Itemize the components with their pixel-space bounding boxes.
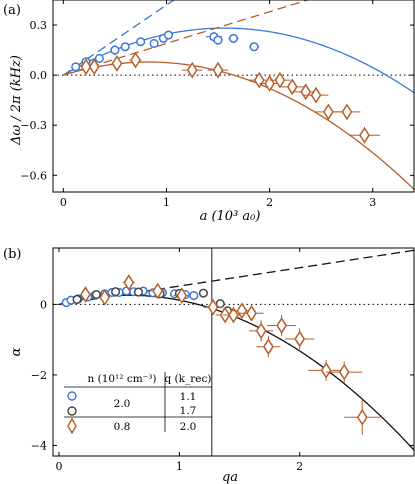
panel-b-point-gray-circle [111,287,121,297]
panel-a-point-blue-circle [94,53,104,63]
panel-b-xlabel: qa [222,470,238,484]
panel-a: (a) a (10³ a₀) Δω / 2π (kHz) [3,0,415,224]
panel-a-ytick-label: −0.6 [20,169,47,182]
panel-b: (b) qa α n (10¹² cm⁻³) q (k_rec) 2.0 0.8… [3,247,415,484]
panel-a-xtick-label: 2 [266,196,273,209]
panel-a-frame [52,0,415,193]
panel-b-frame [52,247,415,457]
legend-header-n: n (10¹² cm⁻³) [88,373,157,385]
panel-b-ytick-label: −2 [31,369,47,382]
panel-a-point-brown-diamond [80,58,92,76]
panel-b-point-blue-circle [189,291,199,301]
panel-b-label: (b) [3,247,21,262]
panel-a-xtick-label: 3 [369,196,376,209]
panel-b-point-brown-diamond [150,282,165,300]
panel-a-point-blue-circle [248,42,260,52]
panel-b-point-brown-diamond [239,304,264,322]
panel-b-point-brown-diamond [222,306,245,324]
panel-a-curve-dashed-brown [63,0,310,76]
panel-b-point-brown-diamond [173,287,191,304]
panel-a-point-blue-circle [71,62,81,72]
panel-b-point-brown-diamond [122,274,135,291]
panel-b-xtick-label: 1 [176,460,183,473]
panel-a-ytick-label: 0.0 [30,69,48,82]
legend-n-brown: 0.8 [114,421,131,433]
panel-a-point-brown-diamond [279,78,305,96]
legend-black-marker [67,406,77,416]
panel-b-point-gray-circle [72,294,82,305]
panel-a-ylabel: Δω / 2π (kHz) [9,55,24,146]
panel-a-point-brown-diamond [111,55,123,72]
panel-a-xlabel: a (10³ a₀) [200,209,261,224]
panel-b-ylabel: α [9,347,24,356]
legend-n-blue-black: 2.0 [114,398,131,410]
panel-a-point-blue-circle [149,38,159,48]
panel-a-point-brown-diamond [303,86,329,104]
panel-a-curve-solid-brown [63,61,414,190]
panel-a-point-blue-circle [120,42,130,52]
panel-a-xtick-label: 0 [60,196,67,209]
panel-a-point-blue-circle [213,35,223,45]
panel-a-point-brown-diamond [129,51,142,69]
panel-b-point-brown-diamond [249,320,274,342]
panel-b-point-brown-diamond [285,328,315,350]
panel-b-ytick-label: −4 [31,439,47,452]
panel-b-point-brown-diamond [256,336,281,358]
legend-header-q: q (k_rec) [165,373,212,385]
panel-b-point-gray-circle [91,289,101,300]
panel-b-point-brown-diamond [203,298,223,316]
panel-a-point-brown-diamond [333,103,361,121]
legend-q-brown: 2.0 [180,421,197,433]
panel-b-point-brown-diamond [326,361,363,383]
legend-brown-marker [67,417,77,435]
panel-b-point-brown-diamond [308,359,345,381]
panel-a-point-brown-diamond [88,58,100,76]
panel-b-point-brown-diamond [80,286,91,303]
panel-b-point-brown-diamond [267,314,297,337]
panel-a-ytick-label: 0.3 [30,19,48,32]
legend-q-blue: 1.1 [180,391,197,403]
panel-a-point-brown-diamond [207,61,229,79]
panel-a-label: (a) [3,3,21,18]
panel-b-ytick-label: 0 [40,298,47,311]
panel-a-curve-dashed-blue [62,0,175,76]
panel-a-point-brown-diamond [349,126,380,144]
legend-blue-marker [67,391,77,401]
panel-b-point-gray-circle [198,288,208,298]
panel-a-point-blue-circle [110,45,120,56]
panel-a-point-brown-diamond [181,61,203,79]
panel-b-xtick-label: 0 [56,460,63,473]
panel-a-point-blue-circle [228,33,239,43]
legend-q-black: 1.7 [180,405,197,417]
panel-a-point-blue-circle [136,37,146,47]
panel-b-xtick-label: 2 [296,460,303,473]
panel-b-point-gray-circle [133,287,143,297]
panel-a-ytick-label: −0.3 [20,119,47,132]
legend-table: n (10¹² cm⁻³) q (k_rec) 2.0 0.8 1.1 1.7 … [64,372,212,435]
panel-a-xtick-label: 1 [163,196,170,209]
panel-b-point-brown-diamond [344,399,381,435]
panel-b-point-brown-diamond [99,288,111,306]
panel-a-point-blue-circle [163,30,174,40]
